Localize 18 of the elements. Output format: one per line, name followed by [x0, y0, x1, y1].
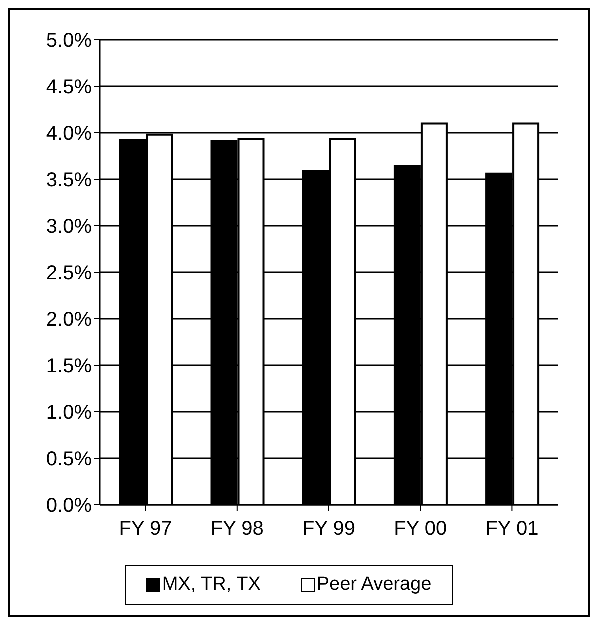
y-tick-label: 3.0%: [46, 216, 92, 238]
y-tick-label: 4.5%: [46, 76, 92, 99]
x-tick-label: FY 98: [210, 518, 264, 540]
x-tick-label: FY 00: [394, 518, 448, 540]
y-tick-label: 0.5%: [46, 448, 92, 471]
y-tick-label: 4.0%: [46, 123, 92, 146]
y-tick-label: 3.5%: [46, 170, 92, 192]
y-tick-label: 1.5%: [46, 356, 92, 378]
x-tick-label: FY 99: [302, 518, 356, 540]
legend-label: Peer Average: [316, 574, 432, 596]
y-tick-label: 2.5%: [46, 262, 92, 285]
y-tick-label: 0.0%: [46, 495, 92, 518]
y-tick-label: 2.0%: [46, 309, 92, 332]
y-tick-label: 5.0%: [46, 30, 92, 52]
y-tick-label: 1.0%: [46, 402, 92, 424]
x-tick-label: FY 97: [119, 518, 172, 540]
legend-label: MX, TR, TX: [161, 574, 261, 596]
x-tick-label: FY 01: [486, 518, 539, 540]
